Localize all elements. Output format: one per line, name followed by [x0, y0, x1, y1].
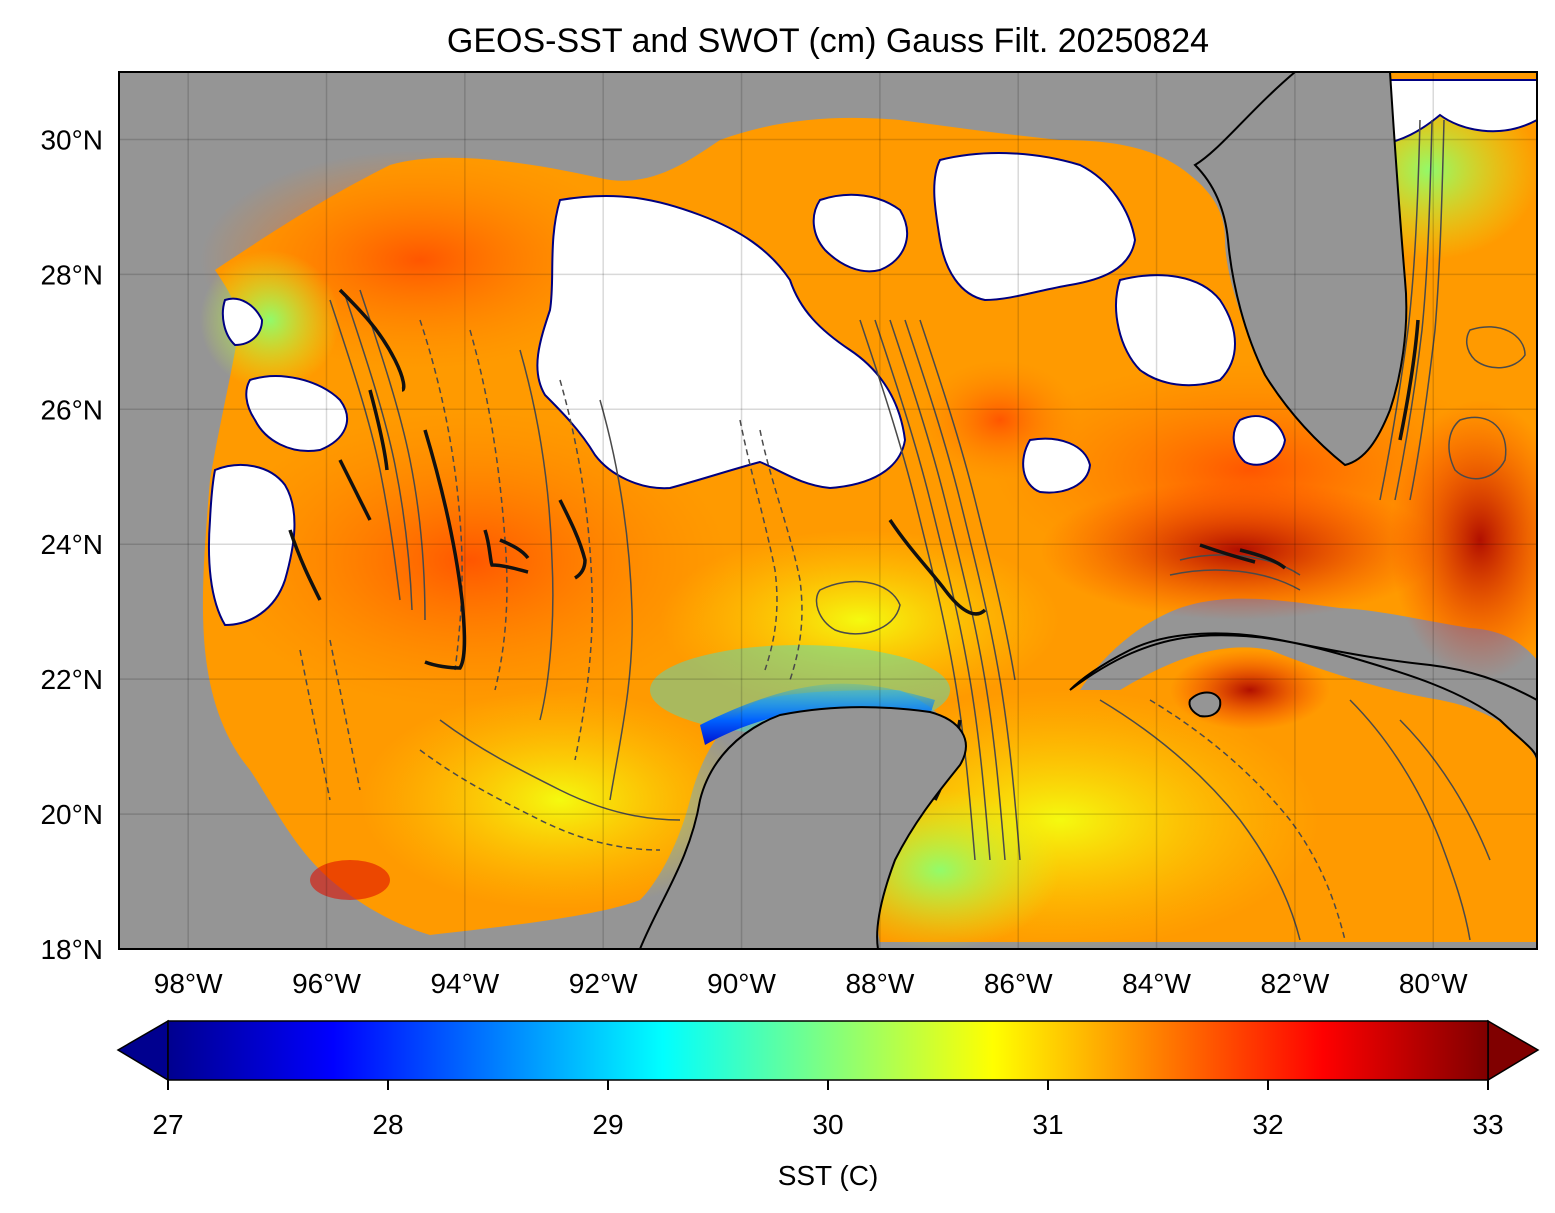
- lon-tick-label: 96°W: [292, 968, 361, 999]
- ssh-contours: [299, 119, 1526, 941]
- colorbar-tick-label: 33: [1472, 1109, 1503, 1140]
- lat-tick-label: 22°N: [40, 664, 103, 695]
- lon-tick-label: 98°W: [154, 968, 223, 999]
- colorbar-ticks: 27 28 29 30 31 32 33: [152, 1080, 1504, 1140]
- lat-tick-label: 30°N: [40, 124, 103, 155]
- lon-tick-label: 90°W: [707, 968, 776, 999]
- lat-tick-label: 24°N: [40, 529, 103, 560]
- isle-of-youth: [1188, 691, 1222, 718]
- lon-tick-label: 84°W: [1122, 968, 1191, 999]
- lon-tick-label: 92°W: [569, 968, 638, 999]
- yucatan-cold-upwelling: [700, 683, 935, 745]
- cloud-mask: [207, 79, 1537, 627]
- lat-tick-label: 26°N: [40, 394, 103, 425]
- longitude-axis: 98°W 96°W 94°W 92°W 90°W 88°W 86°W 84°W 82°W 80°W: [154, 968, 1468, 999]
- colorbar-tick-label: 27: [152, 1109, 183, 1140]
- lat-tick-label: 28°N: [40, 259, 103, 290]
- florida-peninsula: [1193, 72, 1408, 467]
- map-title: GEOS-SST and SWOT (cm) Gauss Filt. 20250…: [447, 22, 1209, 60]
- colorbar: 27 28 29 30 31 32 33 SST (C): [116, 1019, 1540, 1191]
- map-frame: [118, 71, 1538, 950]
- map-gridlines: [119, 72, 1537, 950]
- lat-tick-label: 18°N: [40, 934, 103, 965]
- colorbar-tick-label: 31: [1032, 1109, 1063, 1140]
- map-panel: [119, 72, 1537, 949]
- colorbar-tick-label: 32: [1252, 1109, 1283, 1140]
- colorbar-extend-high: [1487, 1019, 1540, 1082]
- colorbar-extend-low: [116, 1019, 169, 1082]
- lon-tick-label: 94°W: [430, 968, 499, 999]
- colorbar-tick-label: 29: [592, 1109, 623, 1140]
- lon-tick-label: 82°W: [1261, 968, 1330, 999]
- colorbar-tick-label: 28: [372, 1109, 403, 1140]
- lon-tick-label: 86°W: [984, 968, 1053, 999]
- latitude-axis: 30°N 28°N 26°N 24°N 22°N 20°N 18°N: [40, 124, 103, 965]
- lon-tick-label: 80°W: [1399, 968, 1468, 999]
- colorbar-gradient: [167, 1020, 1489, 1081]
- ssh-strong-contours: [288, 288, 1420, 801]
- cuba: [1069, 632, 1537, 761]
- lon-tick-label: 88°W: [845, 968, 914, 999]
- yucatan-peninsula: [638, 706, 967, 949]
- colorbar-tick-label: 30: [812, 1109, 843, 1140]
- lat-tick-label: 20°N: [40, 799, 103, 830]
- land-masses: [638, 72, 1537, 949]
- colorbar-label: SST (C): [778, 1160, 879, 1191]
